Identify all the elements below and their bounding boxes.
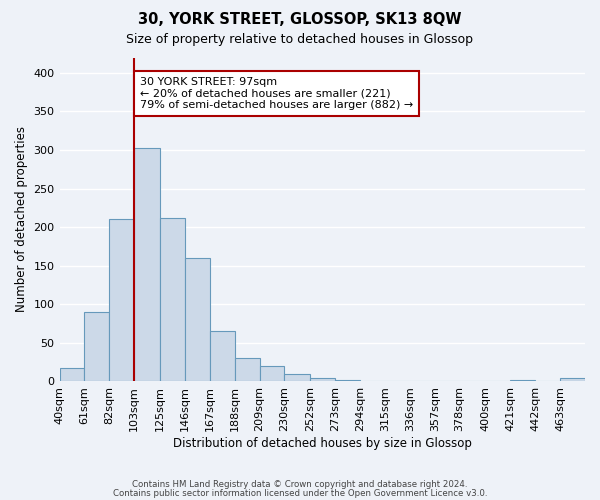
Bar	[235, 358, 260, 382]
Bar	[485, 380, 511, 382]
Bar	[134, 148, 160, 382]
X-axis label: Distribution of detached houses by size in Glossop: Distribution of detached houses by size …	[173, 437, 472, 450]
Bar	[160, 218, 185, 382]
Text: Contains public sector information licensed under the Open Government Licence v3: Contains public sector information licen…	[113, 488, 487, 498]
Bar	[460, 380, 485, 382]
Bar	[410, 380, 434, 382]
Bar	[284, 374, 310, 382]
Text: Size of property relative to detached houses in Glossop: Size of property relative to detached ho…	[127, 32, 473, 46]
Bar	[59, 368, 85, 382]
Text: Contains HM Land Registry data © Crown copyright and database right 2024.: Contains HM Land Registry data © Crown c…	[132, 480, 468, 489]
Bar	[185, 258, 210, 382]
Bar	[434, 380, 460, 382]
Bar	[85, 312, 109, 382]
Bar	[310, 378, 335, 382]
Bar	[535, 380, 560, 382]
Bar	[210, 332, 235, 382]
Bar	[385, 380, 410, 382]
Y-axis label: Number of detached properties: Number of detached properties	[15, 126, 28, 312]
Bar	[109, 218, 134, 382]
Bar	[511, 380, 535, 382]
Bar	[335, 380, 360, 382]
Text: 30, YORK STREET, GLOSSOP, SK13 8QW: 30, YORK STREET, GLOSSOP, SK13 8QW	[138, 12, 462, 28]
Bar	[360, 380, 385, 382]
Bar	[560, 378, 585, 382]
Bar	[260, 366, 284, 382]
Text: 30 YORK STREET: 97sqm
← 20% of detached houses are smaller (221)
79% of semi-det: 30 YORK STREET: 97sqm ← 20% of detached …	[140, 77, 413, 110]
